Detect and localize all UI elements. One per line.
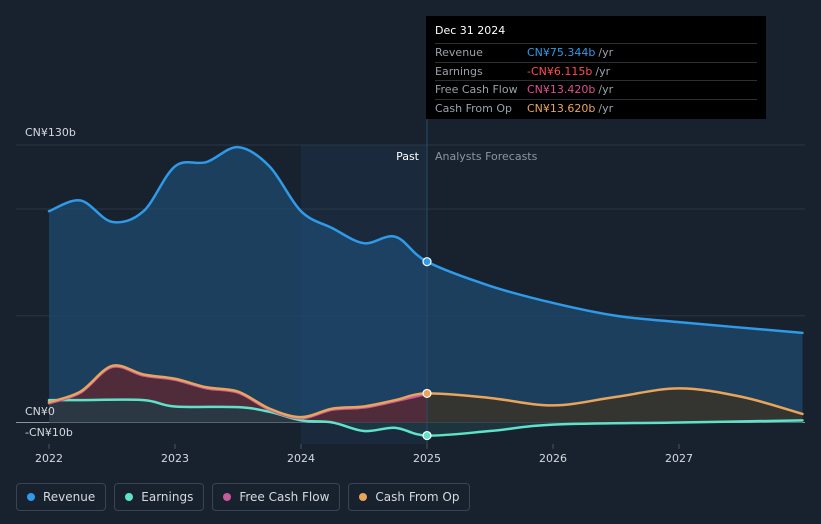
legend-item-revenue[interactable]: Revenue bbox=[16, 483, 107, 511]
tooltip-value: CN¥13.620b bbox=[527, 101, 596, 115]
y-label-zero: CN¥0 bbox=[25, 405, 55, 418]
tooltip-row-cash-from-op: Cash From Op CN¥13.620b /yr bbox=[435, 98, 757, 118]
forecast-label: Analysts Forecasts bbox=[435, 150, 538, 163]
legend-item-earnings[interactable]: Earnings bbox=[114, 483, 205, 511]
x-tick-label: 2027 bbox=[665, 452, 693, 465]
legend-dot-icon bbox=[27, 493, 35, 501]
series-line-revenue bbox=[47, 145, 804, 335]
tooltip-row-earnings: Earnings -CN¥6.115b /yr bbox=[435, 61, 757, 81]
series-markers bbox=[422, 257, 432, 441]
y-label-bottom: -CN¥10b bbox=[25, 426, 73, 439]
series-line-cash-from-op bbox=[47, 364, 804, 419]
tooltip-label: Earnings bbox=[435, 64, 483, 78]
marker-earnings bbox=[422, 430, 432, 441]
legend-label: Earnings bbox=[141, 490, 194, 504]
legend-item-free-cash-flow[interactable]: Free Cash Flow bbox=[212, 483, 341, 511]
tooltip-unit: /yr bbox=[598, 101, 614, 115]
past-label: Past bbox=[396, 150, 420, 163]
tooltip-row-revenue: Revenue CN¥75.344b /yr bbox=[435, 43, 757, 62]
x-tick-label: 2023 bbox=[161, 452, 189, 465]
tooltip-unit: /yr bbox=[598, 46, 614, 60]
series-area-earnings bbox=[49, 399, 803, 436]
marker-cash-from-op bbox=[422, 388, 432, 399]
tooltip-date: Dec 31 2024 bbox=[435, 24, 506, 37]
tooltip-label: Free Cash Flow bbox=[435, 83, 518, 97]
legend-dot-icon bbox=[359, 493, 368, 501]
legend-label: Revenue bbox=[43, 490, 96, 504]
x-axis-ticks: 2022 2023 2024 2025 2026 2027 bbox=[35, 443, 693, 465]
series-area-revenue bbox=[49, 147, 803, 423]
series-lines bbox=[47, 145, 804, 437]
tooltip-unit: /yr bbox=[598, 83, 614, 97]
legend-dot-icon bbox=[223, 493, 232, 501]
x-tick-label: 2025 bbox=[413, 452, 441, 465]
x-tick-label: 2026 bbox=[539, 452, 567, 465]
legend-item-cash-from-op[interactable]: Cash From Op bbox=[348, 483, 471, 511]
legend-label: Cash From Op bbox=[375, 490, 460, 504]
y-label-top: CN¥130b bbox=[25, 126, 76, 139]
tooltip-value: -CN¥6.115b bbox=[527, 64, 593, 78]
legend: Revenue Earnings Free Cash Flow Cash Fro… bbox=[16, 483, 471, 511]
tooltip-row-free-cash-flow: Free Cash Flow CN¥13.420b /yr bbox=[435, 80, 757, 99]
tooltip-value: CN¥75.344b bbox=[527, 46, 596, 60]
tooltip: Dec 31 2024 Revenue CN¥75.344b /yr Earni… bbox=[426, 16, 766, 119]
legend-label: Free Cash Flow bbox=[239, 490, 330, 504]
legend-dot-icon bbox=[125, 493, 134, 501]
tooltip-value: CN¥13.420b bbox=[527, 83, 596, 97]
x-tick-label: 2024 bbox=[287, 452, 315, 465]
tooltip-label: Cash From Op bbox=[435, 101, 513, 115]
tooltip-label: Revenue bbox=[435, 46, 483, 60]
tooltip-unit: /yr bbox=[595, 64, 611, 78]
x-tick-label: 2022 bbox=[35, 452, 63, 465]
marker-revenue bbox=[422, 257, 432, 267]
series-line-earnings bbox=[47, 398, 804, 437]
